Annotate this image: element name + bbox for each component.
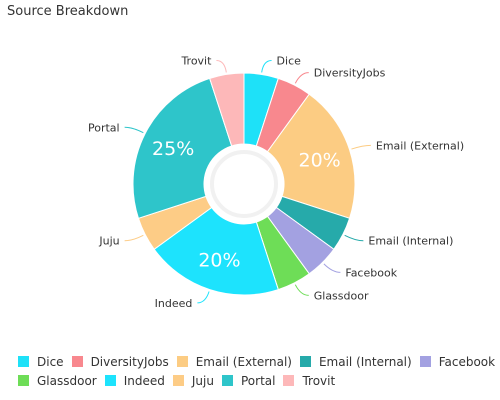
slice-label-email-internal: Email (Internal) (368, 235, 453, 248)
legend-item-email-external[interactable]: Email (External) (176, 354, 292, 369)
leader-line-indeed (197, 291, 210, 304)
slice-label-email-external: Email (External) (376, 139, 464, 152)
legend-item-trovit[interactable]: Trovit (283, 374, 335, 388)
leader-lines (124, 60, 371, 304)
slice-label-portal: Portal (88, 121, 120, 134)
legend-swatch (104, 375, 116, 386)
legend-label: Glassdoor (37, 373, 97, 388)
donut-hole (204, 144, 284, 224)
legend-item-dice[interactable]: Dice (18, 355, 64, 369)
leader-line-juju (124, 234, 144, 242)
chart-title: Source Breakdown (7, 4, 129, 19)
legend-swatch (283, 375, 295, 386)
leader-line-facebook (323, 263, 341, 273)
slice-label-facebook: Facebook (345, 266, 397, 279)
legend-swatch (18, 375, 29, 386)
legend-label: Email (Internal) (318, 354, 412, 369)
legend-item-glassdoor[interactable]: Glassdoor (18, 374, 97, 388)
legend-swatch (419, 356, 431, 367)
leader-line-trovit (216, 60, 227, 73)
slice-labels: Dice DiversityJobs Email (External) Email (… (88, 55, 464, 310)
legend-swatch (71, 356, 83, 367)
legend-swatch (299, 356, 311, 367)
leader-line-glassdoor (294, 284, 309, 296)
leader-line-email-external (351, 144, 371, 150)
slice-label-dice: Dice (277, 55, 302, 68)
legend-label: Portal (240, 373, 276, 388)
legend-swatch (221, 375, 233, 386)
legend-label: Email (External) (195, 354, 292, 369)
percent-labels: 20% 20% 25% (152, 138, 341, 272)
legend-item-indeed[interactable]: Indeed (104, 373, 165, 388)
slice-label-indeed: Indeed (155, 297, 193, 310)
slice-label-glassdoor: Glassdoor (314, 289, 369, 302)
legend-label: Trovit (302, 373, 336, 388)
legend-swatch (172, 375, 184, 386)
leader-line-portal (124, 126, 144, 134)
donut-hole-ring (210, 150, 278, 218)
percent-label-indeed: 20% (198, 250, 240, 272)
legend-row: Dice DiversityJobs Email (External) Email (… (18, 352, 498, 371)
percent-label-email-external: 20% (298, 149, 340, 171)
chart-legend: Dice DiversityJobs Email (External) Email (… (18, 352, 498, 390)
leader-line-email-internal (344, 234, 364, 242)
leader-line-diversityjobs (294, 72, 309, 84)
legend-item-portal[interactable]: Portal (221, 373, 276, 388)
legend-swatch (18, 356, 29, 367)
leader-line-dice (261, 60, 272, 73)
percent-label-portal: 25% (152, 138, 194, 160)
legend-swatch (176, 356, 188, 367)
slice-label-juju: Juju (98, 235, 119, 248)
legend-row: Glassdoor Indeed Juju Portal Trovit (18, 371, 498, 390)
legend-label: Indeed (123, 373, 165, 388)
legend-item-juju[interactable]: Juju (172, 373, 214, 388)
slice-label-diversityjobs: DiversityJobs (314, 67, 386, 80)
slice-label-trovit: Trovit (180, 55, 212, 68)
legend-label: Juju (191, 373, 214, 388)
legend-label: Facebook (438, 354, 496, 369)
legend-item-diversityjobs[interactable]: DiversityJobs (71, 354, 169, 369)
legend-item-email-internal[interactable]: Email (Internal) (299, 354, 412, 369)
legend-label: DiversityJobs (90, 354, 169, 369)
legend-item-facebook[interactable]: Facebook (419, 354, 496, 369)
legend-label: Dice (37, 354, 64, 369)
